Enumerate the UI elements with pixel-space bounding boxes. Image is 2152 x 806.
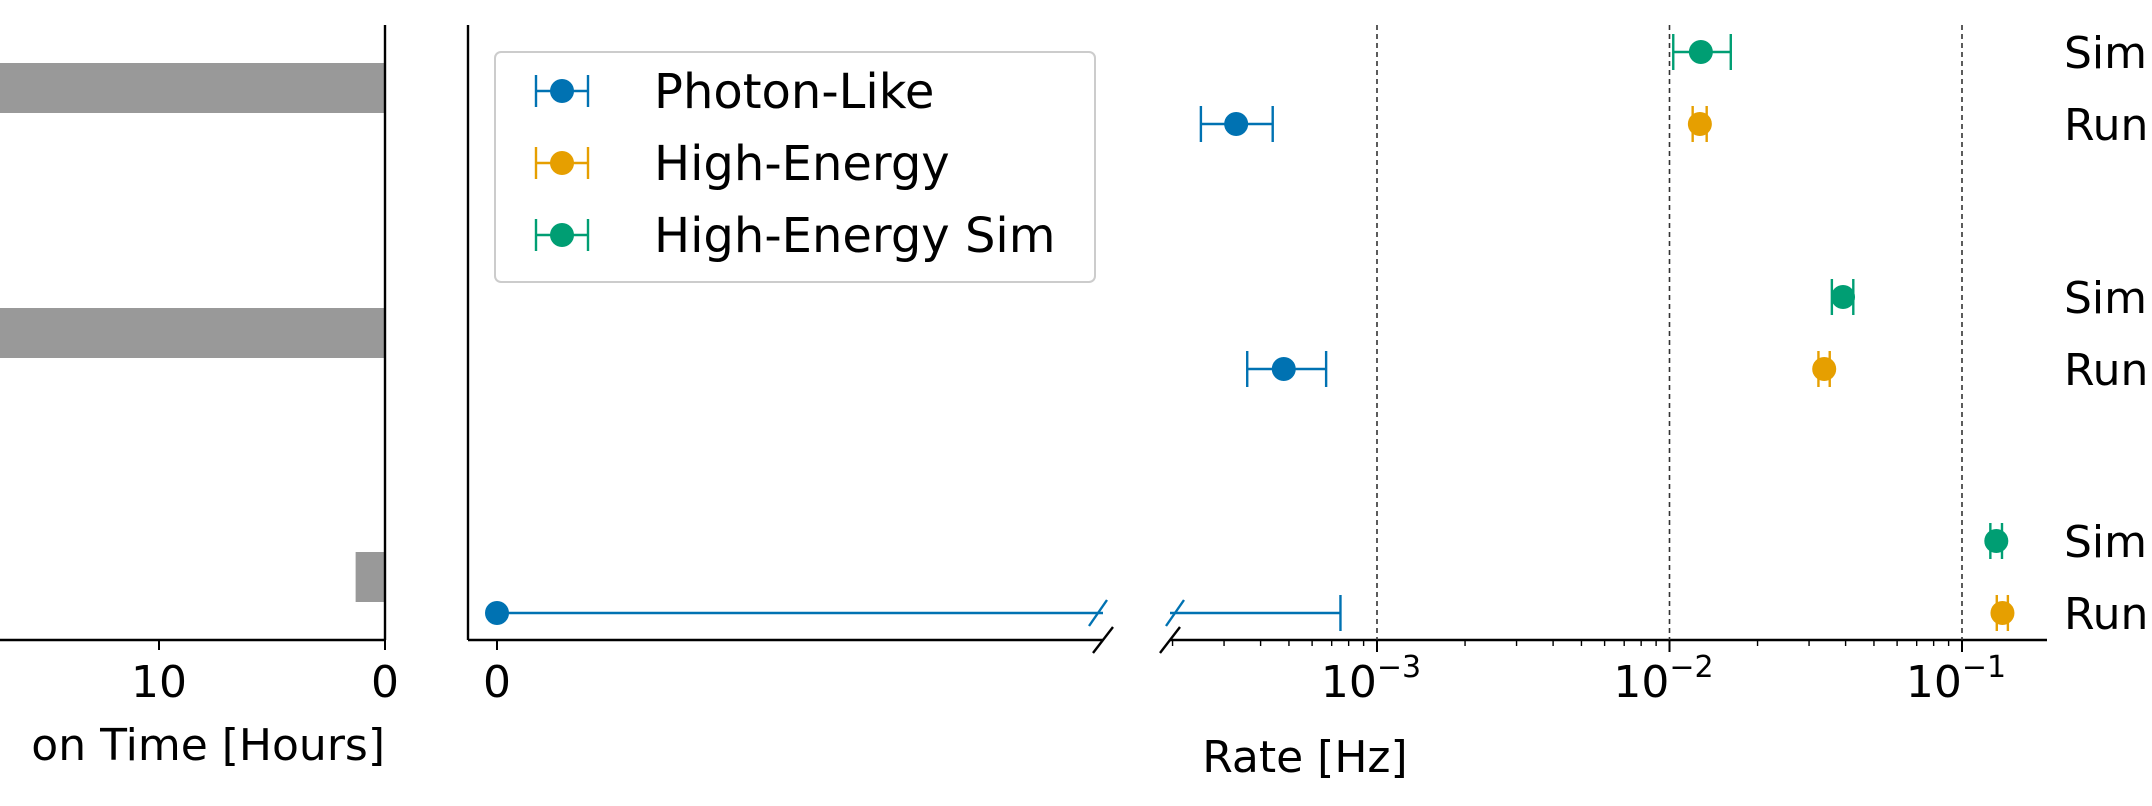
row-label-sim: Sim xyxy=(2064,517,2147,568)
rate-tick-label-zero: 0 xyxy=(483,657,511,708)
rate-axis-label: Rate [Hz] xyxy=(1202,732,1407,783)
errorbar-marker xyxy=(1984,529,2009,553)
legend-label: High-Energy xyxy=(654,136,950,192)
exposure-bar-1 xyxy=(0,63,385,113)
errorbar-marker xyxy=(1812,357,1837,381)
errorbar-point-high-energy-sim-2 xyxy=(1830,279,1856,315)
errorbar-point-high-energy-sim-3 xyxy=(1984,523,2009,559)
legend-box xyxy=(494,51,1096,283)
errorbar-point-photon-like-1 xyxy=(1199,106,1274,142)
errorbar-point-high-energy-1 xyxy=(1687,106,1712,142)
legend-label: Photon-Like xyxy=(654,64,934,120)
legend-marker xyxy=(550,151,574,175)
exposure-time-panel: 10 0 xyxy=(0,25,399,708)
exposure-bar-2 xyxy=(0,308,385,358)
exposure-tick-label: 10 xyxy=(131,657,187,708)
exposure-time-axis-label: on Time [Hours] xyxy=(31,720,385,771)
legend-label: High-Energy Sim xyxy=(654,208,1056,264)
errorbar-marker xyxy=(1224,112,1249,136)
errorbar-marker xyxy=(1688,40,1713,64)
errorbar-point-photon-like-2 xyxy=(1246,351,1328,387)
rate-tick-label: 10−1 xyxy=(1906,650,2006,708)
errorbar-break xyxy=(1088,599,1108,627)
errorbar-point-photon-like-3 xyxy=(485,595,1342,631)
axis-break-mark xyxy=(1092,626,1114,654)
legend-entry-3: High-Energy Sim xyxy=(534,208,1056,264)
row-label-sim: Sim xyxy=(2064,273,2147,324)
errorbar-marker xyxy=(1687,112,1712,136)
errorbar-marker xyxy=(485,601,509,625)
errorbar-marker xyxy=(1271,357,1296,381)
errorbar-point-high-energy-sim-1 xyxy=(1672,34,1732,70)
rate-panel: 0 10−3 10−2 10−1 Sim Run Sim Run Sim Run xyxy=(466,25,2148,708)
errorbar-point-high-energy-2 xyxy=(1812,351,1837,387)
errorbar-break xyxy=(1165,599,1185,627)
legend-entry-2: High-Energy xyxy=(534,136,950,192)
legend: Photon-Like High-Energy High-Energy Sim xyxy=(494,51,1096,283)
exposure-bar-3 xyxy=(355,552,385,602)
legend-marker xyxy=(550,79,574,103)
row-label-run: Run xyxy=(2064,345,2148,396)
rate-tick-label: 10−3 xyxy=(1321,650,1421,708)
errorbar-point-high-energy-3 xyxy=(1990,595,2015,631)
errorbar-marker xyxy=(1831,285,1856,309)
rate-tick-label: 10−2 xyxy=(1613,650,1713,708)
errorbar-marker xyxy=(1990,601,2015,625)
legend-entry-1: Photon-Like xyxy=(534,64,934,120)
row-label-sim: Sim xyxy=(2064,28,2147,79)
exposure-tick-label: 0 xyxy=(371,657,399,708)
row-label-run: Run xyxy=(2064,100,2148,151)
legend-marker xyxy=(550,223,574,247)
row-label-run: Run xyxy=(2064,589,2148,640)
axis-break-mark xyxy=(1159,626,1181,654)
